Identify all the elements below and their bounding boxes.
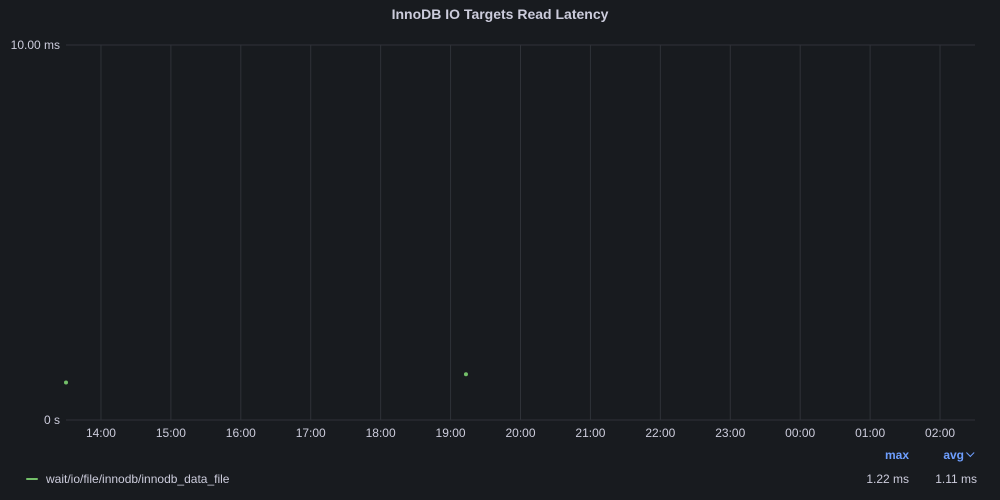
x-tick-label-8: 22:00 xyxy=(645,426,675,440)
y-tick-label-1: 10.00 ms xyxy=(11,38,60,52)
x-tick-label-2: 16:00 xyxy=(226,426,256,440)
x-tick-label-11: 01:00 xyxy=(855,426,885,440)
x-tick-label-1: 15:00 xyxy=(156,426,186,440)
x-tick-label-5: 19:00 xyxy=(436,426,466,440)
legend-header-avg[interactable]: avg xyxy=(943,448,975,462)
x-axis: 14:00 15:00 16:00 17:00 18:00 19:00 20:00 21:00… xyxy=(86,426,955,440)
y-tick-label-0: 0 s xyxy=(44,413,60,427)
data-point-0-0[interactable] xyxy=(64,380,68,385)
legend-value-avg: 1.11 ms xyxy=(935,472,977,486)
y-axis: 0 s 10.00 ms xyxy=(11,38,60,427)
x-tick-label-6: 20:00 xyxy=(505,426,535,440)
series-color-swatch xyxy=(26,478,38,480)
x-tick-label-9: 23:00 xyxy=(715,426,745,440)
x-tick-label-0: 14:00 xyxy=(86,426,116,440)
legend-series-name: wait/io/file/innodb/innodb_data_file xyxy=(46,472,230,486)
time-series-plot[interactable]: 0 s 10.00 ms 14:00 15:00 16:00 17:00 18:00 19:… xyxy=(0,0,1000,440)
legend-header-max[interactable]: max xyxy=(884,448,909,462)
legend-item[interactable]: wait/io/file/innodb/innodb_data_file 1.2… xyxy=(0,471,1000,487)
x-tick-label-10: 00:00 xyxy=(785,426,815,440)
chevron-down-icon xyxy=(966,448,975,458)
x-tick-label-3: 17:00 xyxy=(296,426,326,440)
legend-value-max: 1.22 ms xyxy=(866,472,909,486)
legend-header-avg-label: avg xyxy=(943,448,964,462)
x-tick-label-12: 02:00 xyxy=(925,426,955,440)
data-point-0-1[interactable] xyxy=(463,372,468,377)
x-tick-label-7: 21:00 xyxy=(575,426,605,440)
x-tick-label-4: 18:00 xyxy=(366,426,396,440)
panel-title[interactable]: InnoDB IO Targets Read Latency xyxy=(391,6,609,22)
legend: max avg wait/io/file/innodb/innodb_data_… xyxy=(0,440,1000,500)
series-points xyxy=(64,372,468,385)
grid xyxy=(66,44,975,421)
